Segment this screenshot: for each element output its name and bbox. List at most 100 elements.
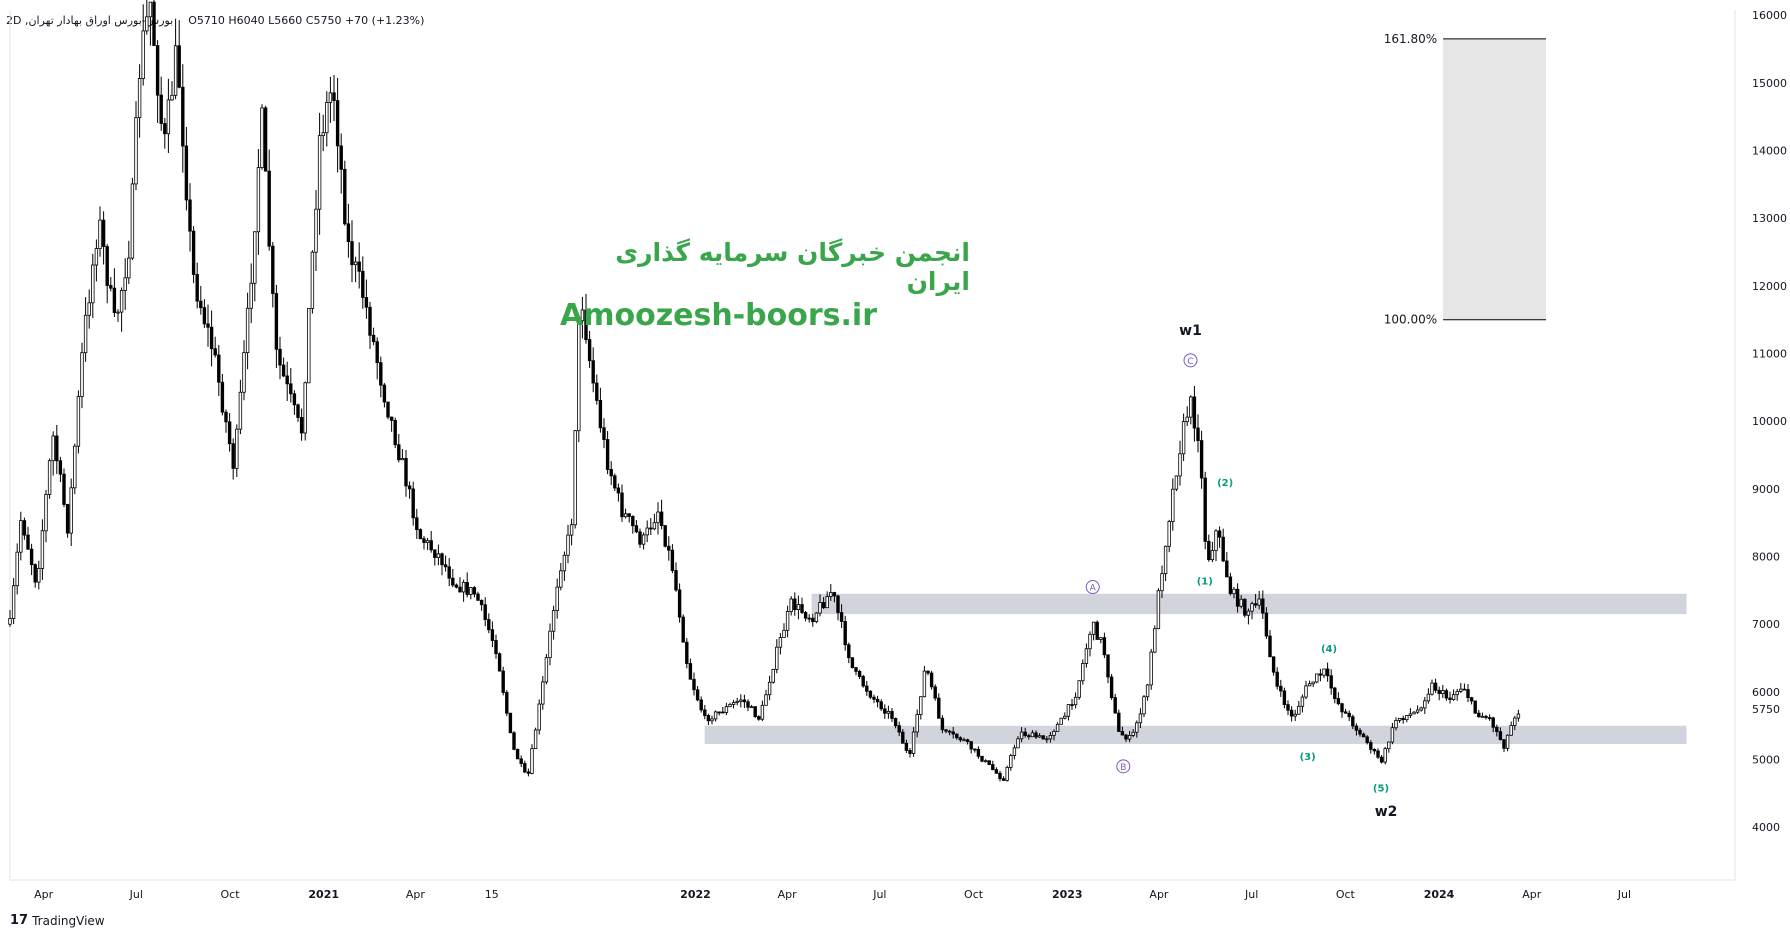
candle-body-262	[947, 730, 952, 733]
candle-body-8	[33, 564, 37, 583]
candle-body-381	[1376, 750, 1380, 758]
candle-body-84	[307, 307, 311, 384]
candle-body-270	[976, 748, 981, 757]
candle-body-408	[1473, 700, 1477, 714]
candle-body-303	[1095, 621, 1099, 640]
candle-body-182	[659, 511, 664, 526]
candle-body-51	[188, 199, 192, 232]
candle-body-389	[1405, 715, 1409, 721]
ohlc-readout: O5710 H6040 L5660 C5750 +70 (+1.23%)	[188, 14, 425, 27]
candle-body-119	[433, 549, 437, 558]
candle-body-203	[735, 700, 739, 703]
candle-body-34	[127, 257, 131, 279]
candle-body-362	[1307, 683, 1312, 687]
candle-body-229	[829, 592, 833, 597]
candle-body-171	[620, 492, 624, 518]
candle-body-76	[278, 348, 282, 366]
candle-body-138	[501, 670, 505, 693]
candle-body-86	[314, 208, 318, 253]
candle-body-77	[281, 364, 286, 377]
candle-body-311	[1124, 734, 1128, 740]
candle-body-319	[1153, 628, 1157, 653]
wave-label-A: A	[1090, 584, 1097, 594]
wave-label-C: C	[1187, 357, 1193, 367]
candle-body-161	[584, 309, 588, 340]
candle-body-299	[1081, 663, 1085, 682]
candle-body-10	[40, 530, 45, 569]
price-tick-10: 13000	[1752, 212, 1787, 225]
candle-body-230	[832, 592, 837, 597]
candle-body-174	[631, 516, 635, 527]
candle-body-18	[69, 487, 73, 534]
candle-body-281	[1016, 738, 1020, 749]
candle-body-75	[274, 293, 279, 350]
time-label-9: Oct	[964, 888, 984, 901]
candle-body-129	[469, 587, 473, 595]
candle-body-386	[1394, 720, 1398, 729]
wave-label-4: (1)	[1197, 576, 1213, 587]
price-tick-7: 10000	[1752, 415, 1787, 428]
candle-body-197	[713, 711, 718, 720]
candle-body-204	[739, 699, 743, 702]
candle-body-118	[429, 540, 433, 551]
candle-body-89	[325, 102, 329, 134]
candle-body-153	[555, 586, 559, 611]
candle-body-242	[875, 698, 880, 703]
candle-body-93	[339, 145, 343, 170]
candle-body-127	[461, 581, 466, 593]
candle-body-269	[973, 748, 977, 751]
candle-body-388	[1401, 717, 1405, 721]
candle-body-296	[1070, 704, 1074, 706]
candle-body-79	[289, 383, 293, 395]
time-label-5: 15	[485, 888, 499, 901]
candle-body-291	[1052, 730, 1056, 736]
tradingview-brand[interactable]: 17 TradingView	[10, 913, 105, 928]
time-label-16: Jul	[1617, 888, 1631, 901]
candle-body-176	[638, 531, 642, 545]
candle-body-13	[51, 435, 55, 462]
candle-body-265	[958, 737, 963, 741]
candle-body-173	[627, 513, 631, 517]
candle-body-192	[695, 689, 700, 701]
candle-body-111	[404, 458, 408, 487]
candle-body-378	[1365, 736, 1369, 743]
candle-body-254	[919, 696, 923, 715]
candle-body-416	[1502, 739, 1506, 749]
candle-body-47	[173, 45, 178, 96]
candle-body-33	[123, 277, 127, 291]
candle-body-247	[893, 718, 898, 727]
time-label-14: 2024	[1424, 888, 1455, 901]
candle-body-100	[364, 297, 369, 308]
time-label-4: Apr	[406, 888, 426, 901]
candle-body-179	[649, 527, 653, 530]
candle-body-401	[1448, 697, 1452, 700]
candle-body-327	[1181, 421, 1186, 455]
fib-level-label-2: 100.00%	[1384, 313, 1437, 327]
candle-body-187	[677, 589, 682, 618]
price-tick-8: 11000	[1752, 348, 1787, 361]
candle-body-275	[994, 769, 999, 774]
candle-body-393	[1419, 707, 1423, 711]
candle-body-133	[483, 604, 487, 620]
candle-body-354	[1279, 685, 1283, 692]
wave-circle-A	[1085, 580, 1100, 595]
candle-body-356	[1286, 704, 1290, 711]
candle-body-37	[137, 78, 142, 119]
candle-body-170	[616, 487, 621, 494]
candle-body-104	[379, 362, 383, 386]
candle-body-55	[202, 307, 207, 325]
candle-body-367	[1325, 668, 1330, 677]
candle-body-140	[508, 712, 513, 734]
candle-body-113	[411, 488, 415, 519]
candle-body-341	[1232, 588, 1236, 595]
candle-body-78	[285, 375, 289, 385]
candle-body-122	[443, 564, 448, 568]
candle-body-218	[789, 598, 793, 612]
candle-body-383	[1383, 748, 1387, 763]
candle-body-368	[1329, 675, 1333, 689]
candle-body-373	[1347, 712, 1351, 718]
candle-body-70	[256, 167, 261, 233]
candle-body-143	[519, 758, 523, 764]
